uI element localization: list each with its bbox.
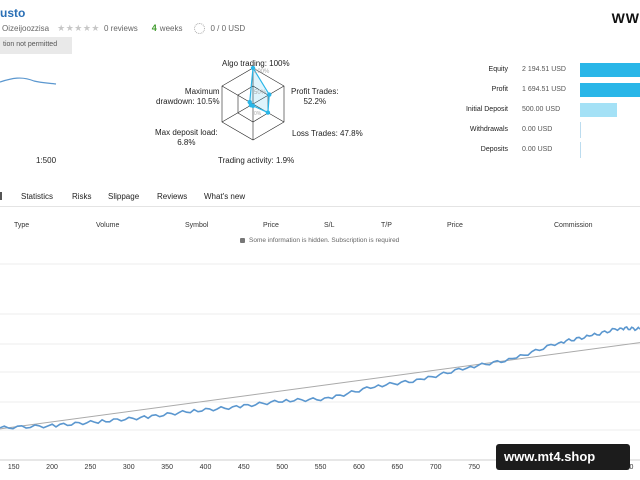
x-tick-label: 750 [468, 464, 480, 471]
x-tick-label: 400 [199, 464, 212, 471]
radar-label-loss-trades: Loss Trades: 47.8% [292, 129, 363, 138]
stat-bar [580, 103, 617, 117]
column-header[interactable]: Volume [96, 222, 120, 229]
column-header[interactable]: Price [263, 222, 279, 229]
column-header[interactable]: Commission [554, 222, 593, 229]
stat-label: Withdrawals [469, 126, 508, 133]
radar-label-activity: Trading activity: 1.9% [218, 156, 295, 165]
signal-title: usto [0, 6, 26, 20]
stat-bar [580, 63, 640, 77]
stat-label: Equity [488, 66, 508, 73]
x-tick-label: 450 [238, 464, 250, 471]
radar-drawdown-label: Maximum [184, 87, 220, 96]
tabs-bar: Statistics Risks Slippage Reviews What's… [0, 190, 640, 204]
tab-slippage[interactable]: Slippage [108, 192, 140, 201]
radar-point [247, 99, 252, 105]
radar-profit-trades-value: 52.2% [303, 97, 327, 106]
lock-icon [240, 238, 245, 243]
radar-label-profit-trades: Profit Trades: 52.2% [291, 87, 339, 107]
tab-statistics[interactable]: Statistics [21, 192, 54, 201]
tab-risks[interactable]: Risks [72, 192, 92, 201]
leverage-value: 1:500 [36, 156, 57, 165]
radar-label-algo: Algo trading: 100% [222, 59, 290, 68]
tab-partial-divider [0, 192, 2, 200]
x-tick-label: 550 [314, 464, 327, 471]
column-header[interactable]: Price [447, 222, 463, 229]
stat-value: 500.00 USD [522, 106, 561, 113]
mini-growth-chart [0, 77, 57, 85]
stat-bar-empty [580, 142, 581, 158]
x-tick-label: 500 [276, 464, 289, 471]
rating-stars[interactable]: ★★★★★ [57, 22, 100, 33]
stat-value: 1 694.51 USD [522, 86, 566, 93]
weeks-label: weeks [159, 23, 183, 33]
radar-ring-50: 50% [254, 90, 267, 96]
author-link[interactable]: Oizeijoozzisa [2, 23, 50, 33]
stat-label: Initial Deposit [465, 106, 508, 113]
radar-label-deposit-load: Max deposit load: 6.8% [155, 128, 218, 148]
copy-icon [194, 22, 206, 34]
stat-label: Deposits [480, 146, 508, 153]
x-tick-label: 650 [391, 464, 404, 471]
growth-line [0, 326, 640, 430]
radar-point [265, 110, 271, 115]
tab-whats-new[interactable]: What's new [204, 192, 246, 201]
column-header[interactable]: S/L [324, 222, 335, 229]
stat-row-equity: Equity 2 194.51 USD [440, 60, 640, 80]
radar-ring-0: 0% [254, 111, 262, 117]
signal-meta-row: Oizeijoozzisa ★★★★★ 0 reviews 4 weeks 0 … [0, 22, 245, 34]
stat-bar-empty [580, 122, 581, 138]
tabs-divider [0, 206, 640, 207]
column-header[interactable]: Symbol [185, 222, 209, 229]
watermark-badge: www.mt4.shop [496, 444, 630, 470]
radar-drawdown-value: drawdown: 10.5% [156, 97, 220, 106]
stat-row-deposits: Deposits 0.00 USD [440, 140, 640, 160]
stat-value: 2 194.51 USD [522, 66, 566, 73]
hidden-info-text: Some information is hidden. Subscription… [249, 237, 400, 244]
x-tick-label: 350 [161, 464, 173, 471]
x-tick-label: 700 [429, 464, 442, 471]
x-tick-label: 250 [84, 464, 97, 471]
radar-deposit-load-value: 6.8% [177, 138, 196, 147]
stat-row-initial-deposit: Initial Deposit 500.00 USD [440, 100, 640, 120]
radar-profit-trades-label: Profit Trades: [291, 87, 339, 96]
column-header[interactable]: T/P [381, 222, 392, 229]
stat-bar [580, 83, 640, 97]
x-tick-label: 600 [353, 464, 365, 471]
growth-chart [0, 263, 640, 461]
radar-point [267, 92, 272, 97]
radar-point [250, 65, 256, 71]
radar-svg [221, 65, 285, 141]
radar-chart: Algo trading: 100% 100% 50% 0% Profit Tr… [150, 56, 363, 168]
stat-row-profit: Profit 1 694.51 USD [440, 80, 640, 100]
x-tick-label: 300 [122, 464, 135, 471]
weeks-count: 4 [151, 23, 157, 33]
stat-row-withdrawals: Withdrawals 0.00 USD [440, 120, 640, 140]
reviews-link[interactable]: 0 reviews [103, 23, 138, 33]
stat-value: 0.00 USD [522, 146, 553, 153]
x-tick-label: 200 [46, 464, 58, 471]
x-tick-label: 150 [7, 464, 20, 471]
subscribe-disabled-button[interactable]: tion not permitted [0, 37, 72, 54]
column-header[interactable]: Type [14, 222, 30, 229]
tab-reviews[interactable]: Reviews [157, 192, 188, 201]
trend-line [0, 342, 640, 430]
radar-ring-100: 100% [254, 69, 270, 75]
site-logo-partial: WW [611, 10, 640, 26]
account-stats: Equity 2 194.51 USD Profit 1 694.51 USD … [440, 60, 640, 160]
hidden-info-notice: Some information is hidden. Subscription… [240, 237, 399, 244]
radar-label-drawdown: Maximum drawdown: 10.5% [156, 87, 220, 107]
copies-value: 0 / 0 USD [210, 23, 246, 33]
stat-value: 0.00 USD [522, 126, 553, 133]
stat-label: Profit [491, 86, 508, 93]
radar-deposit-load-label: Max deposit load: [155, 128, 218, 137]
